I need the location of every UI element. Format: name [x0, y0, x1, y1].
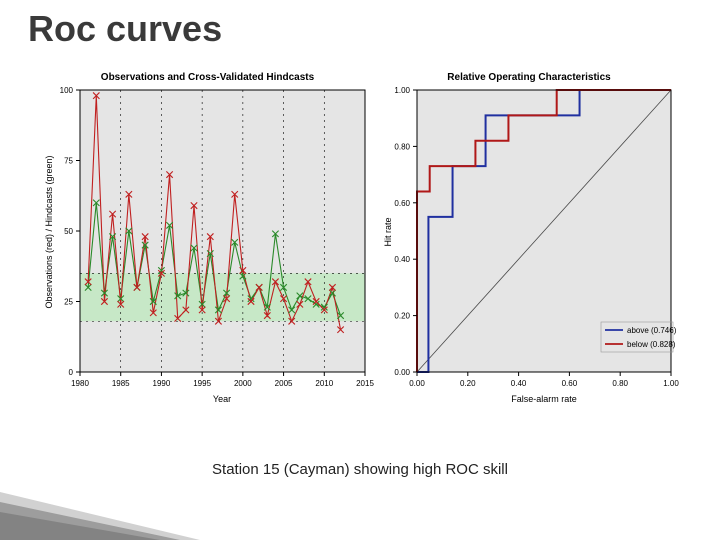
- timeseries-panel: Observations and Cross-Validated Hindcas…: [40, 72, 375, 407]
- svg-text:2015: 2015: [356, 379, 374, 388]
- timeseries-xlabel: Year: [213, 394, 231, 404]
- svg-text:0.60: 0.60: [394, 199, 410, 208]
- legend-above-label: above (0.746): [627, 326, 677, 335]
- svg-text:0.80: 0.80: [394, 142, 410, 151]
- timeseries-ylabel: Observations (red) / Hindcasts (green): [44, 155, 54, 308]
- slide-title: Roc curves: [28, 8, 222, 50]
- svg-text:2010: 2010: [315, 379, 333, 388]
- svg-text:25: 25: [64, 298, 73, 307]
- svg-text:1990: 1990: [153, 379, 171, 388]
- svg-text:0.20: 0.20: [460, 379, 476, 388]
- timeseries-title: Observations and Cross-Validated Hindcas…: [40, 72, 375, 83]
- svg-text:1995: 1995: [193, 379, 211, 388]
- svg-text:0.20: 0.20: [394, 312, 410, 321]
- svg-text:1.00: 1.00: [663, 379, 679, 388]
- chart-panels: Observations and Cross-Validated Hindcas…: [40, 72, 680, 407]
- slide-caption: Station 15 (Cayman) showing high ROC ski…: [0, 461, 720, 478]
- roc-xlabel: False-alarm rate: [511, 394, 577, 404]
- svg-text:100: 100: [60, 86, 74, 95]
- svg-text:1980: 1980: [71, 379, 89, 388]
- timeseries-chart: 1980 1985 1990 1995 2000 2005 2010 2015 0 25 50 75…: [40, 72, 375, 407]
- legend-below-label: below (0.828): [627, 340, 676, 349]
- roc-ylabel: Hit rate: [383, 217, 393, 246]
- roc-panel: Relative Operating Characteristics 0.000…: [379, 72, 679, 407]
- svg-text:1985: 1985: [112, 379, 130, 388]
- svg-text:50: 50: [64, 227, 73, 236]
- svg-text:0.40: 0.40: [394, 255, 410, 264]
- svg-text:2000: 2000: [234, 379, 252, 388]
- roc-chart: 0.00 0.20 0.40 0.60 0.80 1.00 0.00 0.20 0.40 0.6…: [379, 72, 679, 407]
- svg-text:0.60: 0.60: [562, 379, 578, 388]
- svg-text:75: 75: [64, 157, 73, 166]
- svg-text:2005: 2005: [275, 379, 293, 388]
- svg-text:0.00: 0.00: [394, 368, 410, 377]
- corner-decoration: [0, 480, 200, 540]
- svg-text:0.40: 0.40: [511, 379, 527, 388]
- svg-text:1.00: 1.00: [394, 86, 410, 95]
- svg-text:0: 0: [69, 368, 74, 377]
- svg-text:0.00: 0.00: [409, 379, 425, 388]
- svg-text:0.80: 0.80: [612, 379, 628, 388]
- roc-title: Relative Operating Characteristics: [379, 72, 679, 83]
